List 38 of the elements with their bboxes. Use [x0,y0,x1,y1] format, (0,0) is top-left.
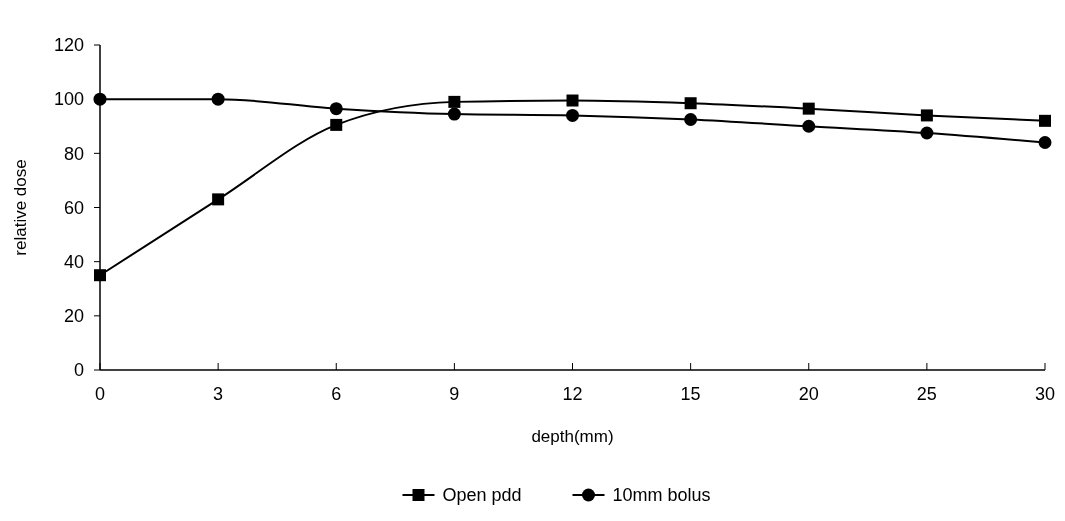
y-tick-label: 0 [73,360,84,381]
point [447,107,461,121]
point [94,269,106,282]
x-tick-label: 6 [331,384,342,404]
x-tick-label: 25 [916,384,937,404]
point [920,126,934,140]
point [212,193,225,206]
y-tick-label: 120 [53,35,84,56]
point [329,102,343,116]
point [802,119,816,133]
y-tick-label: 40 [63,251,84,272]
x-tick-label: 9 [449,384,460,404]
point [684,112,698,126]
legend-label: 10mm bolus [612,485,711,506]
point [93,92,107,106]
legend-label: Open pdd [442,485,522,506]
point [1038,136,1052,149]
point [1039,114,1051,127]
point [920,109,933,122]
point [330,118,343,131]
x-tick-label: 0 [94,384,106,404]
point [802,102,815,115]
point [566,108,579,122]
x-tick-label: 3 [213,384,224,404]
y-tick-label: 20 [63,306,84,327]
point [448,95,461,108]
point [566,94,579,107]
point [211,92,225,106]
x-tick-label: 15 [680,384,701,404]
y-tick-label: 60 [63,197,84,218]
x-tick-label: 12 [562,384,583,404]
x-tick-label: 20 [798,384,819,404]
y-tick-label: 100 [53,89,84,110]
y-tick-label: 80 [63,143,84,164]
y-axis-title: relative dose [11,159,30,256]
x-axis-title: depth(mm) [531,427,614,446]
x-tick-label: 30 [1034,384,1056,404]
point [684,97,697,110]
